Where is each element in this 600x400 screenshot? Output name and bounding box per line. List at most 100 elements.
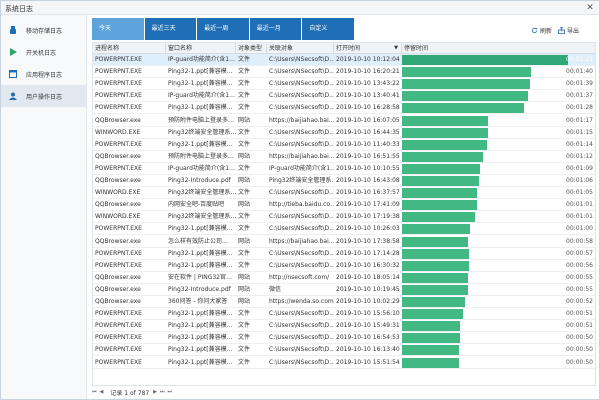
window-name-cell: Ping32-Introduce.pdf [168,285,231,293]
object-type-cell: 文件 [238,358,251,366]
table-row[interactable]: POWERPNT.EXE Ping32-1.ppt[兼容模… 文件 C:\Users\… [93,66,595,79]
column-header-duration[interactable]: 停留时间 [404,45,429,52]
refresh-button[interactable]: 刷新 [531,25,552,35]
table-row[interactable]: QQBrowser.exe Ping32-Introduce.pdf 网站 Ping3… [93,175,595,188]
duration-bar [402,139,487,150]
table-row[interactable]: POWERPNT.EXE Ping32-1.ppt[兼容模… 文件 C:\Users\… [93,248,595,260]
table-row[interactable]: POWERPNT.EXE Ping32-1.ppt[兼容模… 文件 C:\Users\… [93,223,595,236]
pagination-bar: ⏮ ◀ 记录 1 of 787 ▶ ⏭ ⏭ [92,386,596,398]
export-button[interactable]: 导出 [558,25,579,35]
next-page-icon[interactable]: ▶ [153,389,158,395]
table-row[interactable]: POWERPNT.EXE IP-guard功能简介(含1… 文件 IP-guard功能… [93,163,595,175]
tab-last-three-days[interactable]: 最近三天 [144,18,197,40]
duration-cell: 00:01:17 [402,115,595,127]
table-row[interactable]: POWERPNT.EXE IP-guard功能简介(含1… 文件 C:\Users\N… [93,90,595,103]
table-row[interactable]: WINWORD.EXE Ping32终端安全管理系… 文件 C:\Users\NSec… [93,127,595,139]
table-row[interactable]: POWERPNT.EXE Ping32-1.ppt[兼容模… 文件 C:\Users\… [93,332,595,345]
related-object-cell: C:\Users\NSecsoft\D… [269,310,334,318]
close-button[interactable]: ✕ [586,3,594,13]
refresh-label: 刷新 [540,27,553,35]
table-row[interactable]: QQBrowser.exe 安在软件 | PING32官… 网站 http://nse… [93,272,595,284]
open-time-cell: 2019-10-10 16:28:58 [336,104,400,112]
object-type-cell: 网站 [238,298,251,305]
duration-bar [402,188,477,199]
process-name-cell: POWERPNT.EXE [95,92,142,100]
table-row[interactable]: QQBrowser.exe 360问答 - 你问大家答 网站 https://wend… [93,296,595,309]
duration-value: 00:00:51 [566,322,593,330]
open-time-cell: 2019-10-10 16:20:21 [336,68,400,76]
tab-today[interactable]: 今天 [92,18,144,40]
table-row[interactable]: POWERPNT.EXE IP-guard功能简介(含1… 文件 C:\Users\N… [93,54,595,67]
first-page-icon[interactable]: ⏮ [92,389,97,395]
object-type-cell: 网站 [238,201,251,209]
column-header-related-object[interactable]: 关联对象 [267,43,334,54]
table-row[interactable]: POWERPNT.EXE Ping32-1.ppt[兼容模… 文件 C:\Users\… [93,357,595,369]
duration-cell: 00:01:01 [402,199,595,211]
duration-value: 00:00:55 [566,285,593,293]
table-row[interactable]: POWERPNT.EXE Ping32-1.ppt[兼容模… 文件 C:\Users\… [93,308,595,321]
table-row[interactable]: QQBrowser.exe 预防附件电脑上登录多… 网站 https://baijia… [93,151,595,163]
column-header-open-time[interactable]: 打开时间 ▼ [334,43,402,54]
related-object-cell: https://baijiahao.bai… [269,116,334,124]
duration-bar [402,79,531,90]
object-type-cell: 网站 [238,237,251,245]
related-object-cell: C:\Users\NSecsoft\D… [269,225,334,233]
process-name-cell: QQBrowser.exe [95,201,141,209]
sidebar-item-power-log[interactable]: 开关机日志 [1,41,87,63]
table-row[interactable]: WINWORD.EXE Ping32终端安全管理系… 文件 C:\Users\NSec… [93,187,595,200]
open-time-cell: 2019-10-10 18:05:14 [336,273,400,281]
duration-value: 00:01:06 [566,177,593,184]
column-header-window[interactable]: 窗口名称 [166,43,236,54]
refresh-icon [531,27,538,33]
related-object-cell: https://wenda.so.com/ [269,298,334,305]
object-type-cell: 网站 [238,177,251,184]
sidebar-item-user-operation-log[interactable]: 用户操作日志 [1,85,87,107]
window-name-cell: Ping32-1.ppt[兼容模… [168,334,233,342]
window-name-cell: Ping32-1.ppt[兼容模… [168,261,233,269]
end-page-icon[interactable]: ⏭ [167,389,173,395]
duration-bar [402,333,461,344]
object-type-cell: 文件 [238,128,251,136]
table-row[interactable]: POWERPNT.EXE Ping32-1.ppt[兼容模… 文件 C:\Users\… [93,344,595,357]
open-time-cell: 2019-10-10 10:26:03 [336,225,400,233]
window-title: 系统日志 [5,5,33,13]
related-object-cell: C:\Users\NSecsoft\D… [269,189,334,197]
window-name-cell: Ping32-1.ppt[兼容模… [168,346,233,354]
previous-page-icon[interactable]: ◀ [99,389,104,395]
sidebar-item-removable-storage-log[interactable]: 移动存储日志 [1,19,87,41]
duration-cell: 00:01:12 [402,151,595,163]
related-object-cell: Ping32终端安全管理系… [269,177,334,184]
related-object-cell: C:\Users\NSecsoft\D… [269,358,334,366]
sidebar-item-application-log[interactable]: 应用程序日志 [1,63,87,85]
table-row[interactable]: QQBrowser.exe 怎么样有效防止公司… 网站 https://baijiah… [93,236,595,248]
tab-last-week[interactable]: 最近一周 [197,18,249,40]
duration-bar [402,236,469,247]
open-time-cell: 2019-10-10 17:19:38 [336,213,400,221]
related-object-cell: https://baijiahao.bai… [269,237,334,245]
table-row[interactable]: POWERPNT.EXE Ping32-1.ppt[兼容模… 文件 C:\Users\… [93,102,595,115]
table-row[interactable]: WINWORD.EXE Ping32终端安全管理系… 文件 C:\Users\NSec… [93,211,595,224]
table-row[interactable]: QQBrowser.exe Ping32-Introduce.pdf 网站 微信 201… [93,284,595,296]
window-name-cell: IP-guard功能简介(含1… [168,92,236,100]
related-object-cell: https://baijiahao.bai… [269,152,334,160]
table-row[interactable]: QQBrowser.exe 内网安全吧-百度贴吧 网站 http://tieba.ba… [93,199,595,212]
column-header-label: 打开时间 [336,45,361,52]
duration-value: 00:01:37 [566,92,593,100]
window-name-cell: Ping32-Introduce.pdf [168,177,231,184]
column-header-process[interactable]: 进程名称 [93,43,166,54]
table-row[interactable]: POWERPNT.EXE Ping32-1.ppt[兼容模… 文件 C:\Users\… [93,320,595,333]
table-row[interactable]: QQBrowser.exe 预防附件电脑上登录多… 网站 https://baijia… [93,115,595,127]
table-row[interactable]: POWERPNT.EXE Ping32-1.ppt[兼容模… 文件 C:\Users\… [93,139,595,151]
process-name-cell: POWERPNT.EXE [95,104,142,112]
duration-bar [402,212,476,223]
tab-last-month[interactable]: 最近一月 [249,18,302,40]
column-header-object-type[interactable]: 对象类型 [236,43,267,54]
tab-custom[interactable]: 自定义 [302,18,354,40]
duration-value: 00:00:55 [566,273,593,281]
table-row[interactable]: POWERPNT.EXE Ping32-1.ppt[兼容模… 文件 C:\Users\… [93,260,595,272]
last-page-icon[interactable]: ⏭ [160,389,165,395]
process-name-cell: POWERPNT.EXE [95,322,142,330]
process-name-cell: QQBrowser.exe [95,177,141,184]
table-row[interactable]: POWERPNT.EXE Ping32-1.ppt[兼容模… 文件 C:\Users\… [93,78,595,91]
